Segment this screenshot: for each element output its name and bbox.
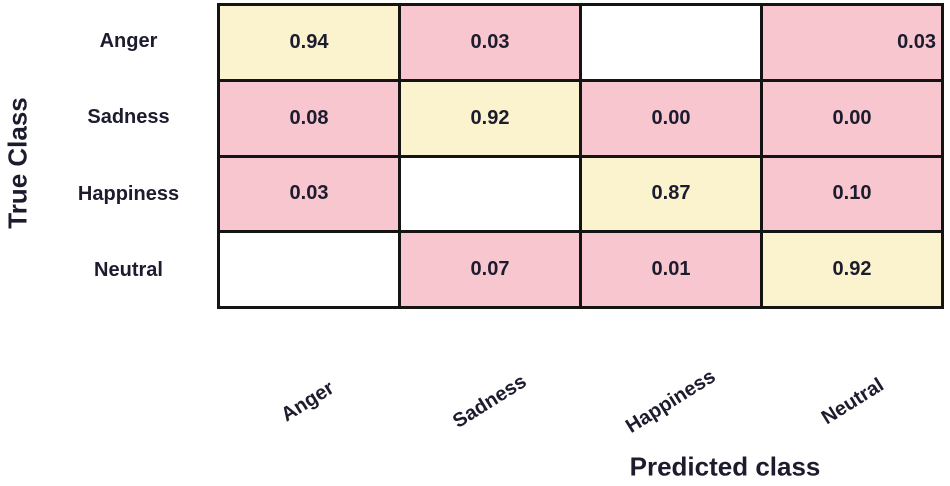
matrix-cell: 0.00 bbox=[579, 78, 763, 158]
x-tick-label: Sadness bbox=[448, 370, 531, 433]
row-labels: Anger Sadness Happiness Neutral bbox=[40, 3, 217, 309]
confusion-matrix-table: 0.94 0.03 0.03 0.08 0.92 0.00 0.00 0.03 0.87 0.10… bbox=[217, 3, 944, 309]
x-tick-label: Anger bbox=[277, 376, 338, 427]
matrix-cell: 0.01 bbox=[579, 230, 763, 309]
matrix-cell: 0.87 bbox=[579, 154, 763, 234]
matrix-row: 0.03 0.87 0.10 bbox=[217, 154, 944, 234]
matrix-row: 0.94 0.03 0.03 bbox=[217, 3, 944, 82]
matrix-cell: 0.03 bbox=[217, 154, 401, 234]
matrix-cell: 0.94 bbox=[217, 3, 401, 82]
x-tick-label: Neutral bbox=[817, 373, 888, 430]
x-tick-label: Happiness bbox=[622, 365, 720, 438]
matrix-cell: 0.92 bbox=[760, 230, 944, 309]
confusion-matrix-body: 0.94 0.03 0.03 0.08 0.92 0.00 0.00 0.03 0.87 0.10… bbox=[217, 3, 944, 309]
matrix-cell: 0.10 bbox=[760, 154, 944, 234]
matrix-cell: 0.07 bbox=[398, 230, 582, 309]
y-tick-label: Neutral bbox=[94, 259, 163, 282]
matrix-row: 0.07 0.01 0.92 bbox=[217, 230, 944, 309]
matrix-cell: 0.92 bbox=[398, 78, 582, 158]
matrix-cell: 0.08 bbox=[217, 78, 401, 158]
matrix-cell bbox=[217, 230, 401, 309]
y-tick-label: Anger bbox=[99, 29, 158, 52]
y-tick-label: Happiness bbox=[77, 182, 180, 205]
x-axis-label: Predicted class bbox=[629, 451, 821, 482]
matrix-cell: 0.03 bbox=[398, 3, 582, 82]
y-tick-label: Sadness bbox=[87, 106, 170, 129]
matrix-row: 0.08 0.92 0.00 0.00 bbox=[217, 78, 944, 158]
matrix-cell bbox=[579, 3, 763, 82]
matrix-cell bbox=[398, 154, 582, 234]
matrix-cell: 0.00 bbox=[760, 78, 944, 158]
matrix-cell: 0.03 bbox=[760, 3, 944, 82]
y-axis-label: True Class bbox=[2, 97, 33, 229]
